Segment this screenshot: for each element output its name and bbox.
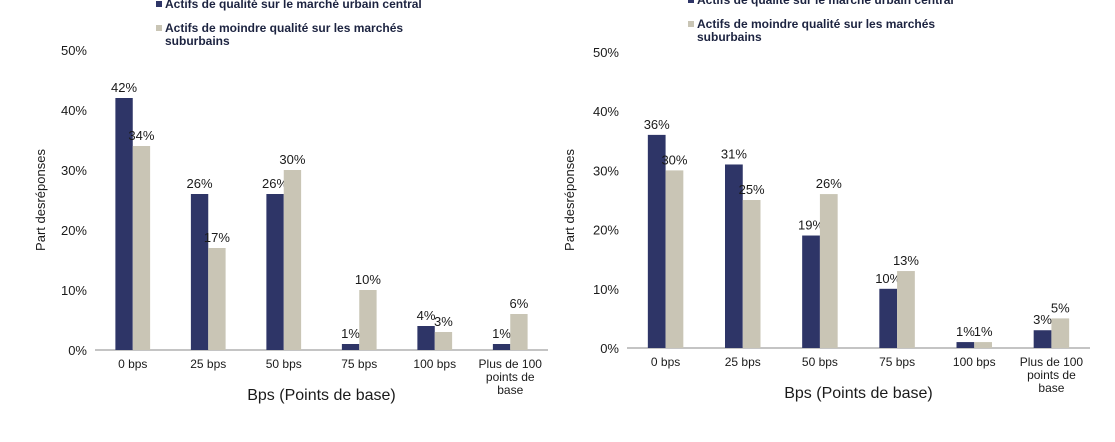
data-label-2-1: 30% <box>661 152 687 167</box>
bar-2-5 <box>974 342 992 348</box>
data-label-2-6: 5% <box>1051 300 1070 315</box>
x-tick-label-6-line-3: base <box>497 383 523 397</box>
x-tick-label-4: 75 bps <box>879 355 915 369</box>
bar-2-1 <box>665 170 684 348</box>
data-label-2-1: 34% <box>128 128 154 143</box>
y-tick-label: 50% <box>593 45 619 60</box>
bar-1-2 <box>190 194 209 350</box>
legend-swatch-1 <box>156 1 162 7</box>
x-tick-label-6-line-3: base <box>1038 381 1064 395</box>
legend-label-2-line-2: suburbains <box>697 30 762 44</box>
x-tick-label-6-line-1: Plus de 100 <box>1020 355 1084 369</box>
data-label-2-6: 6% <box>510 296 529 311</box>
x-tick-label-2: 25 bps <box>190 357 226 371</box>
x-tick-label-1: 0 bps <box>118 357 147 371</box>
bar-2-6 <box>510 314 528 350</box>
bar-1-3 <box>266 194 284 350</box>
data-label-1-1: 42% <box>111 80 137 95</box>
x-tick-label-3: 50 bps <box>266 357 302 371</box>
bar-2-5 <box>434 332 453 350</box>
data-label-2-3: 26% <box>816 176 842 191</box>
data-label-1-6: 3% <box>1033 312 1052 327</box>
x-tick-label-5: 100 bps <box>953 355 996 369</box>
data-label-1-3: 26% <box>262 176 288 191</box>
legend-label-1: Actifs de qualité sur le marché urbain c… <box>165 0 422 11</box>
data-label-2-5: 3% <box>434 314 453 329</box>
y-axis-label: Part desréponses <box>33 149 48 251</box>
legend-swatch-1 <box>688 0 694 3</box>
y-tick-label: 10% <box>593 282 619 297</box>
x-tick-label-6-line-1: Plus de 100 <box>479 357 543 371</box>
y-tick-label: 0% <box>68 343 87 358</box>
chart-1-legend: Actifs de qualité sur le marché urbain c… <box>156 0 422 48</box>
x-tick-label-4: 75 bps <box>341 357 377 371</box>
bar-1-2 <box>725 164 743 348</box>
data-label-2-4: 13% <box>893 253 919 268</box>
data-label-1-3: 19% <box>798 218 824 233</box>
x-tick-label-5: 100 bps <box>413 357 456 371</box>
y-tick-label: 40% <box>593 104 619 119</box>
data-label-1-4: 10% <box>875 271 901 286</box>
chart-2-legend: Actifs de qualité sur le marché urbain c… <box>688 0 954 44</box>
y-tick-label: 40% <box>61 103 87 118</box>
bar-1-5 <box>956 342 975 348</box>
data-label-1-5: 4% <box>417 308 436 323</box>
bar-1-1 <box>115 98 133 350</box>
bar-2-3 <box>819 194 838 348</box>
bar-2-3 <box>283 170 302 350</box>
legend-label-2-line-2: suburbains <box>165 34 230 48</box>
bar-1-6 <box>1033 330 1052 348</box>
x-tick-label-6-line-2: points de <box>1027 368 1076 382</box>
legend-label-1: Actifs de qualité sur le marché urbain c… <box>697 0 954 7</box>
y-tick-label: 0% <box>600 341 619 356</box>
x-tick-label-1: 0 bps <box>651 355 680 369</box>
data-label-1-6: 1% <box>492 326 511 341</box>
y-tick-label: 20% <box>61 223 87 238</box>
y-tick-label: 50% <box>61 43 87 58</box>
data-label-2-2: 17% <box>204 230 230 245</box>
chart-1: Actifs de qualité sur le marché urbain c… <box>33 0 548 404</box>
data-label-2-5: 1% <box>974 324 993 339</box>
x-axis-label: Bps (Points de base) <box>784 385 933 402</box>
legend-swatch-2 <box>688 21 694 27</box>
data-label-1-1: 36% <box>644 117 670 132</box>
data-label-1-4: 1% <box>341 326 360 341</box>
bar-2-1 <box>132 146 151 350</box>
legend-label-2-line-1: Actifs de moindre qualité sur les marché… <box>165 21 403 35</box>
bar-1-4 <box>341 344 360 350</box>
x-tick-label-6-line-2: points de <box>486 370 535 384</box>
y-tick-label: 30% <box>593 163 619 178</box>
y-tick-label: 20% <box>593 223 619 238</box>
y-tick-label: 10% <box>61 283 87 298</box>
chart-2: Actifs de qualité sur le marché urbain c… <box>562 0 1090 402</box>
bar-2-6 <box>1051 318 1070 348</box>
bar-2-2 <box>208 248 226 350</box>
x-tick-label-3: 50 bps <box>802 355 838 369</box>
bar-2-4 <box>359 290 377 350</box>
data-label-1-2: 26% <box>187 176 213 191</box>
bar-2-4 <box>897 271 915 348</box>
y-tick-label: 30% <box>61 163 87 178</box>
y-axis-label: Part desréponses <box>562 149 577 251</box>
x-tick-label-2: 25 bps <box>725 355 761 369</box>
data-label-2-4: 10% <box>355 272 381 287</box>
data-label-2-3: 30% <box>279 152 305 167</box>
bar-1-1 <box>647 134 666 348</box>
x-axis-label: Bps (Points de base) <box>247 387 396 404</box>
bar-1-6 <box>492 344 511 350</box>
legend-swatch-2 <box>156 25 162 31</box>
data-label-1-5: 1% <box>956 324 975 339</box>
bar-1-3 <box>802 235 820 348</box>
data-label-2-2: 25% <box>739 182 765 197</box>
data-label-1-2: 31% <box>721 146 747 161</box>
legend-label-2-line-1: Actifs de moindre qualité sur les marché… <box>697 17 935 31</box>
bar-1-4 <box>879 288 898 348</box>
bar-1-5 <box>417 326 435 350</box>
bar-2-2 <box>742 200 761 348</box>
